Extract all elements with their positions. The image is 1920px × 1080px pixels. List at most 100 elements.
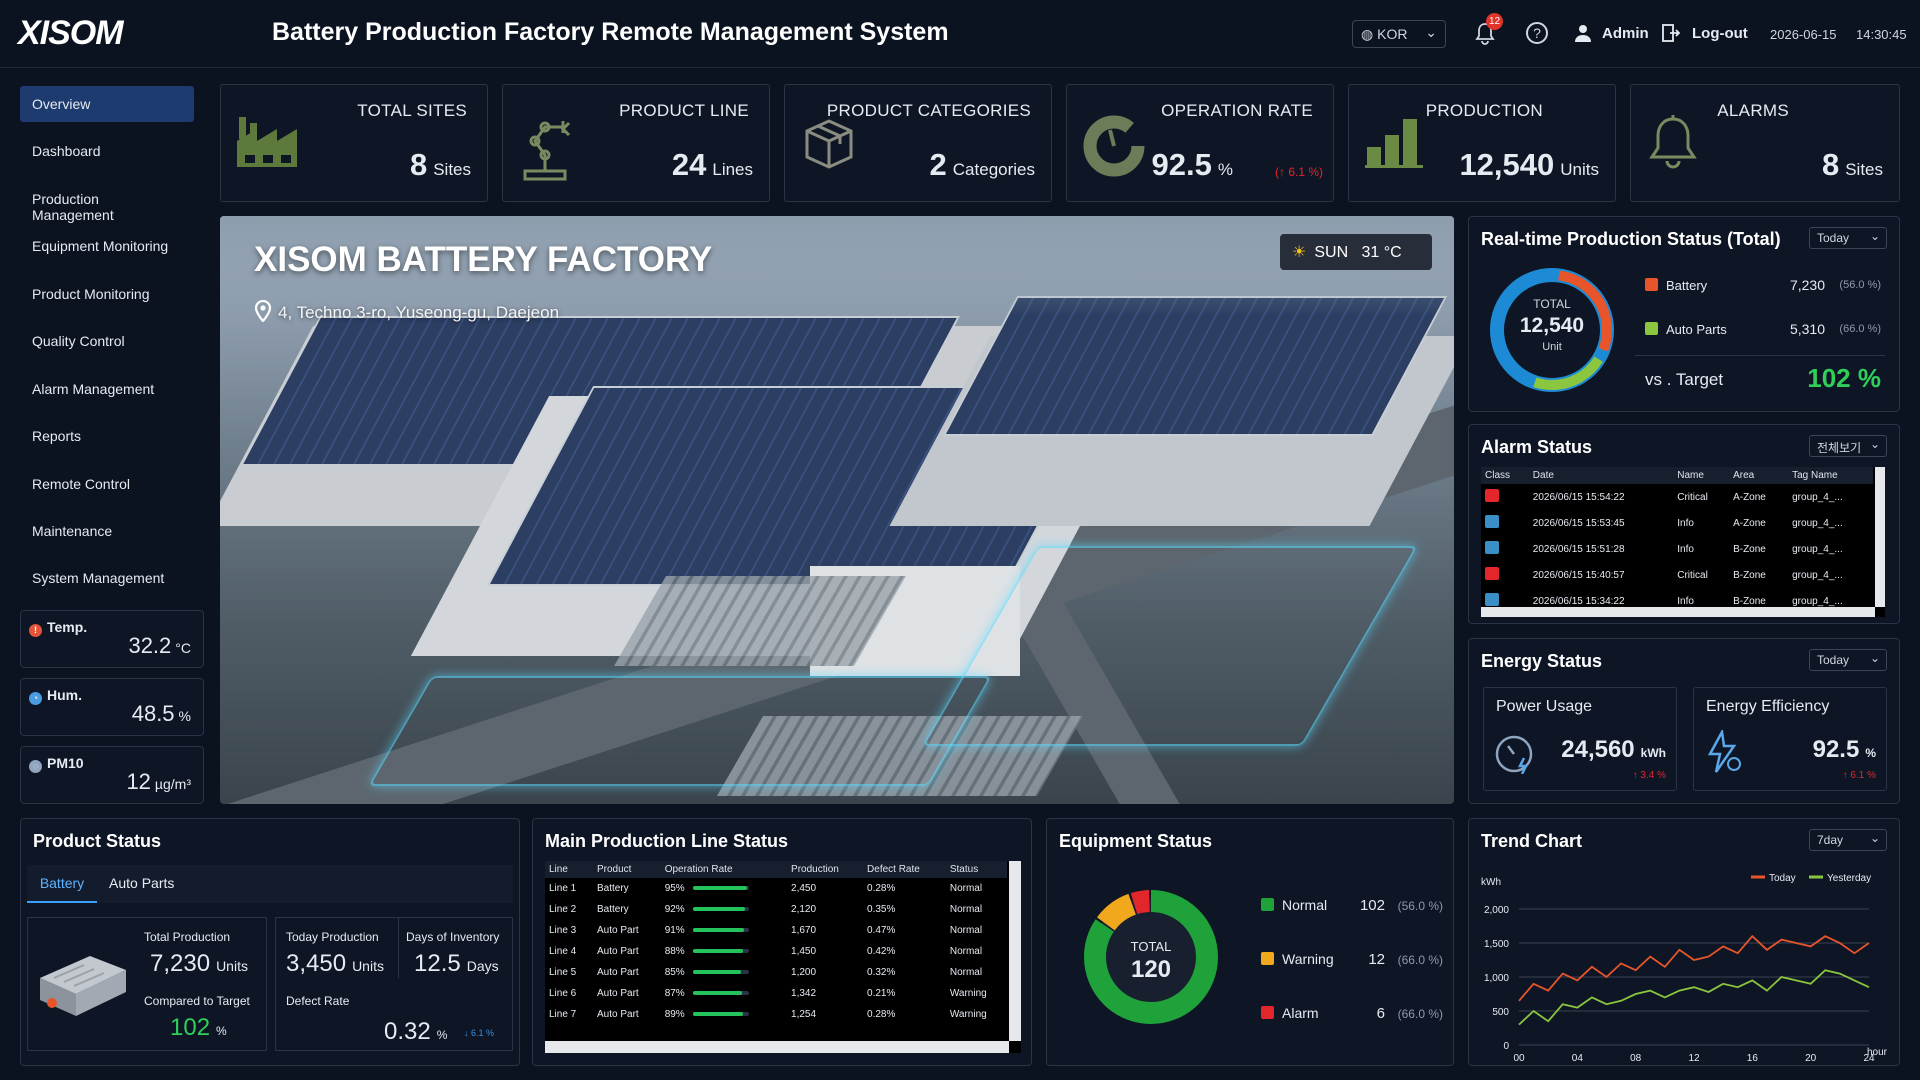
- sidebar-item-remote-control[interactable]: Remote Control: [32, 476, 131, 492]
- alarm-value: 6: [1376, 1005, 1385, 1022]
- alarm-status-panel: Alarm Status 전체보기 ⌄ Class Date Name Area …: [1468, 424, 1900, 624]
- alarm-tag: group_4_...: [1792, 543, 1843, 555]
- app-title: Battery Production Factory Remote Manage…: [272, 18, 949, 46]
- inventory-label: Days of Inventory: [406, 930, 500, 944]
- xisom-logo[interactable]: XISOM: [18, 14, 124, 52]
- alarm-status-title: Alarm Status: [1481, 437, 1593, 457]
- sidebar-item-overview[interactable]: Overview: [20, 86, 194, 122]
- table-row[interactable]: Line 2 Battery 92% 2,120 0.35% Normal: [545, 899, 1007, 920]
- help-icon[interactable]: ?: [1526, 22, 1548, 44]
- alarm-table-wrap: Class Date Name Area Tag Name 2026/06/15…: [1481, 467, 1885, 617]
- auto-parts-pct: (66.0 %): [1839, 323, 1881, 335]
- rate-progress-fill: [693, 907, 745, 912]
- alarm-critical-icon: [1485, 489, 1499, 502]
- table-row[interactable]: Line 5 Auto Part 85% 1,200 0.32% Normal: [545, 962, 1007, 983]
- tab-auto-parts[interactable]: Auto Parts: [109, 875, 175, 891]
- table-row[interactable]: Line 7 Auto Part 89% 1,254 0.28% Warning: [545, 1004, 1007, 1025]
- chevron-down-icon: ⌄: [1869, 229, 1880, 243]
- production-title: PRODUCTION: [1425, 101, 1543, 120]
- realtime-period-select[interactable]: Today ⌄: [1809, 227, 1887, 249]
- warning-value: 12: [1368, 951, 1385, 968]
- logout-link[interactable]: Log-out: [1692, 25, 1748, 42]
- sidebar-item-product-monitoring[interactable]: Product Monitoring: [32, 286, 150, 302]
- line-status: Normal: [949, 925, 983, 936]
- horizontal-scrollbar[interactable]: [1481, 607, 1875, 617]
- droplet-icon: ◔: [29, 692, 42, 705]
- col-status[interactable]: Status: [945, 861, 1007, 878]
- alarm-date: 2026/06/15 15:40:57: [1532, 569, 1625, 581]
- sidebar-item-alarm-management[interactable]: Alarm Management: [32, 381, 155, 397]
- energy-period-select[interactable]: Today ⌄: [1809, 649, 1887, 671]
- line-table-wrap: Line Product Operation Rate Production D…: [545, 861, 1021, 1053]
- current-time: 14:30:45: [1856, 27, 1907, 42]
- trend-period-select[interactable]: 7day ⌄: [1809, 829, 1887, 851]
- col-line[interactable]: Line: [545, 861, 593, 878]
- col-production[interactable]: Production: [787, 861, 864, 878]
- sidebar-item-system-management[interactable]: System Management: [32, 570, 165, 586]
- col-tag-name[interactable]: Tag Name: [1788, 467, 1873, 484]
- table-row[interactable]: Line 1 Battery 95% 2,450 0.28% Normal: [545, 878, 1007, 899]
- chevron-down-icon: ⌄: [1425, 24, 1437, 40]
- table-row[interactable]: Line 6 Auto Part 87% 1,342 0.21% Warning: [545, 983, 1007, 1004]
- col-defect-rate[interactable]: Defect Rate: [863, 861, 946, 878]
- alarm-name: Info: [1677, 543, 1694, 555]
- table-row[interactable]: Line 3 Auto Part 91% 1,670 0.47% Normal: [545, 920, 1007, 941]
- alarm-filter-select[interactable]: 전체보기 ⌄: [1809, 435, 1887, 457]
- col-product[interactable]: Product: [593, 861, 661, 878]
- table-row[interactable]: 2026/06/15 15:54:22 Critical A-Zone grou…: [1481, 484, 1873, 510]
- col-area[interactable]: Area: [1729, 467, 1789, 484]
- total-production-value: 7,230: [150, 950, 211, 977]
- line-name: Line 1: [549, 883, 577, 894]
- humidity-unit: %: [178, 708, 191, 724]
- rate-text: 85%: [664, 967, 685, 978]
- pm10-widget: ◌ PM10 12 µg/m³: [20, 746, 204, 804]
- col-operation-rate[interactable]: Operation Rate: [660, 861, 788, 878]
- current-date: 2026-06-15: [1770, 27, 1837, 42]
- humidity-label: Hum.: [47, 687, 82, 703]
- sidebar-item-quality-control[interactable]: Quality Control: [32, 333, 125, 349]
- table-row[interactable]: 2026/06/15 15:34:22 Info B-Zone group_4_…: [1481, 588, 1873, 614]
- power-meter-icon: [1495, 735, 1533, 774]
- sidebar-item-maintenance[interactable]: Maintenance: [32, 523, 113, 539]
- stat-card-production: PRODUCTION 12,540 Units: [1348, 84, 1616, 202]
- sidebar-item-reports[interactable]: Reports: [32, 428, 82, 444]
- rate-progress-fill: [693, 991, 743, 996]
- vertical-scrollbar[interactable]: [1875, 467, 1885, 607]
- horizontal-scrollbar[interactable]: [545, 1041, 1009, 1053]
- temperature-widget: ! Temp. 32.2 °C: [20, 610, 204, 668]
- divider: [1635, 355, 1885, 356]
- divider: [398, 918, 399, 978]
- eff-delta-value: 6.1 %: [1850, 770, 1876, 781]
- y-axis-label: kWh: [1481, 877, 1501, 888]
- pm10-value: 12: [126, 769, 151, 794]
- line-defect-rate: 0.47%: [867, 925, 896, 936]
- col-class[interactable]: Class: [1481, 467, 1529, 484]
- table-row[interactable]: Line 4 Auto Part 88% 1,450 0.42% Normal: [545, 941, 1007, 962]
- table-row[interactable]: 2026/06/15 15:40:57 Critical B-Zone grou…: [1481, 562, 1873, 588]
- alarm-area: B-Zone: [1733, 543, 1766, 555]
- battery-value: 7,230: [1789, 277, 1825, 293]
- line-production: 1,450: [791, 946, 817, 957]
- table-row[interactable]: 2026/06/15 15:51:28 Info B-Zone group_4_…: [1481, 536, 1873, 562]
- sidebar-item-equipment-monitoring[interactable]: Equipment Monitoring: [32, 238, 169, 254]
- col-date[interactable]: Date: [1528, 467, 1674, 484]
- product-line-unit: Lines: [712, 160, 753, 179]
- power-usage-label: Power Usage: [1496, 698, 1593, 715]
- product-line-value: 24: [671, 147, 707, 182]
- language-select[interactable]: ◍ KOR ⌄: [1352, 20, 1446, 48]
- energy-efficiency-value: 92.5: [1812, 736, 1860, 763]
- stat-card-product-line: PRODUCT LINE 24 Lines: [502, 84, 770, 202]
- user-name[interactable]: Admin: [1602, 25, 1649, 42]
- rate-progress-fill: [693, 970, 742, 975]
- sidebar-item-dashboard[interactable]: Dashboard: [32, 143, 101, 159]
- battery-pack-icon: [40, 956, 126, 1016]
- bar-chart-icon: [1365, 119, 1423, 168]
- sidebar-item-production-management[interactable]: Production Management: [32, 191, 114, 223]
- tab-battery[interactable]: Battery: [27, 865, 97, 903]
- logout-icon[interactable]: [1662, 24, 1681, 47]
- line-defect-rate: 0.32%: [867, 967, 896, 978]
- col-name[interactable]: Name: [1673, 467, 1730, 484]
- vertical-scrollbar[interactable]: [1009, 861, 1021, 1041]
- weather-day: SUN: [1314, 244, 1349, 261]
- table-row[interactable]: 2026/06/15 15:53:45 Info A-Zone group_4_…: [1481, 510, 1873, 536]
